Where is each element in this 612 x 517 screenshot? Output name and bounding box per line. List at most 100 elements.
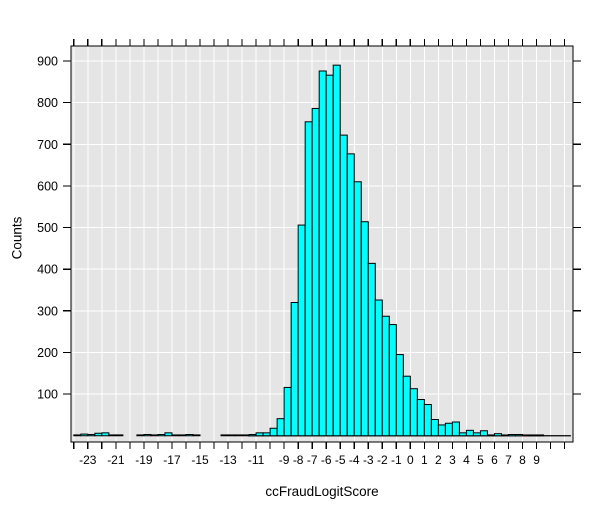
histogram-bar bbox=[311, 107, 320, 437]
histogram-bar bbox=[73, 434, 82, 437]
histogram-bar bbox=[185, 434, 194, 437]
histogram-bar bbox=[395, 354, 404, 437]
histogram-bar bbox=[402, 375, 411, 437]
histogram-bar bbox=[262, 432, 271, 437]
histogram-bar bbox=[416, 399, 425, 437]
histogram-bar bbox=[178, 434, 187, 437]
x-axis-tick-label: 4 bbox=[463, 453, 470, 467]
histogram-bar bbox=[346, 153, 355, 437]
y-axis-tick-label: 800 bbox=[37, 96, 58, 110]
x-axis-tick-label: 9 bbox=[533, 453, 540, 467]
y-axis-tick-label: 300 bbox=[37, 304, 58, 318]
histogram-bar bbox=[255, 432, 264, 437]
y-axis-tick-label: 100 bbox=[37, 388, 58, 402]
histogram-bar bbox=[522, 434, 531, 437]
histogram-bar bbox=[192, 434, 201, 437]
x-axis-tick-label: 2 bbox=[435, 453, 442, 467]
x-axis-tick-label: 3 bbox=[449, 453, 456, 467]
histogram-bar bbox=[115, 434, 124, 437]
histogram-bar bbox=[360, 221, 369, 437]
histogram-bar bbox=[297, 224, 306, 437]
histogram-bar bbox=[444, 422, 453, 437]
histogram-bar bbox=[94, 432, 103, 437]
histogram-bar bbox=[507, 434, 517, 437]
x-axis-tick-label: -21 bbox=[107, 453, 125, 467]
histogram-bar bbox=[325, 74, 334, 437]
histogram-bar bbox=[515, 434, 524, 437]
x-axis-tick-label: -2 bbox=[377, 453, 388, 467]
histogram-bar bbox=[388, 324, 397, 437]
x-axis-tick-label: -11 bbox=[248, 453, 265, 467]
x-axis-tick-label: 6 bbox=[491, 453, 498, 467]
x-axis-tick-label: -9 bbox=[279, 453, 290, 467]
x-axis-title: ccFraudLogitScore bbox=[265, 484, 379, 499]
histogram-bar bbox=[101, 432, 110, 437]
plot-border bbox=[70, 45, 574, 443]
histogram-bar bbox=[241, 434, 250, 437]
x-axis-tick-label: -3 bbox=[363, 453, 374, 467]
histogram-bar bbox=[108, 434, 117, 437]
histogram-bar bbox=[479, 430, 488, 437]
x-axis-tick-label: -19 bbox=[135, 453, 153, 467]
histogram-bar bbox=[318, 70, 327, 437]
histogram-bar bbox=[339, 134, 348, 437]
x-axis-tick-label: -7 bbox=[307, 453, 318, 467]
histogram-bar bbox=[157, 434, 166, 437]
x-axis-tick-label: -15 bbox=[191, 453, 209, 467]
histogram-bar bbox=[458, 432, 467, 437]
histogram-bar bbox=[143, 434, 152, 437]
histogram-bar bbox=[220, 434, 229, 437]
histogram-bar bbox=[374, 299, 383, 437]
histogram-bar bbox=[234, 434, 243, 437]
y-axis-tick-label: 400 bbox=[37, 263, 58, 277]
histogram-bar bbox=[290, 302, 299, 437]
x-axis-tick-label: 1 bbox=[421, 453, 428, 467]
histogram-bar bbox=[437, 424, 446, 437]
x-axis-tick-label: 8 bbox=[519, 453, 526, 467]
histogram-bar bbox=[367, 262, 376, 437]
x-axis-tick-label: -6 bbox=[321, 453, 332, 467]
histogram-bar bbox=[164, 432, 173, 437]
x-axis-tick-label: -5 bbox=[335, 453, 346, 467]
x-axis-tick-label: -23 bbox=[79, 453, 97, 467]
histogram-bar bbox=[304, 121, 313, 437]
histogram-bar bbox=[269, 427, 278, 437]
x-axis-tick-label: -4 bbox=[349, 453, 360, 467]
histogram-bar bbox=[283, 386, 292, 437]
histogram-bar bbox=[136, 434, 145, 437]
x-axis-tick-label: -13 bbox=[219, 453, 237, 467]
histogram-bar bbox=[451, 421, 460, 437]
histogram-bar bbox=[486, 434, 495, 437]
y-axis-tick-label: 600 bbox=[37, 179, 58, 193]
y-axis-tick-label: 500 bbox=[37, 221, 58, 235]
histogram-bar bbox=[409, 388, 418, 437]
y-axis-tick-label: 200 bbox=[37, 346, 58, 360]
x-axis-tick-label: 5 bbox=[477, 453, 484, 467]
histogram-bar bbox=[465, 429, 474, 437]
histogram-bar bbox=[536, 434, 545, 437]
histogram-bar bbox=[150, 434, 159, 437]
histogram-bar bbox=[430, 419, 439, 437]
histogram-bar bbox=[227, 434, 236, 437]
histogram-bar bbox=[87, 434, 96, 437]
histogram-bar bbox=[472, 432, 481, 437]
histogram-bar bbox=[80, 433, 89, 437]
x-axis-tick-label: -17 bbox=[163, 453, 181, 467]
histogram-bar bbox=[248, 434, 257, 437]
y-axis-tick-label: 700 bbox=[37, 138, 58, 152]
histogram-bar bbox=[332, 64, 341, 437]
histogram-bar bbox=[381, 315, 390, 437]
x-axis-tick-label: 7 bbox=[505, 453, 512, 467]
histogram-bar bbox=[500, 434, 509, 437]
histogram-bar bbox=[276, 418, 285, 437]
histogram-bar bbox=[423, 404, 432, 437]
x-axis-tick-label: -8 bbox=[293, 453, 304, 467]
histogram-bar bbox=[493, 433, 502, 437]
x-axis-tick-label: -1 bbox=[391, 453, 402, 467]
x-axis-tick-label: 0 bbox=[407, 453, 414, 467]
y-axis-title: Counts bbox=[9, 216, 25, 260]
histogram-bar bbox=[353, 181, 362, 437]
histogram-bar bbox=[529, 434, 538, 437]
